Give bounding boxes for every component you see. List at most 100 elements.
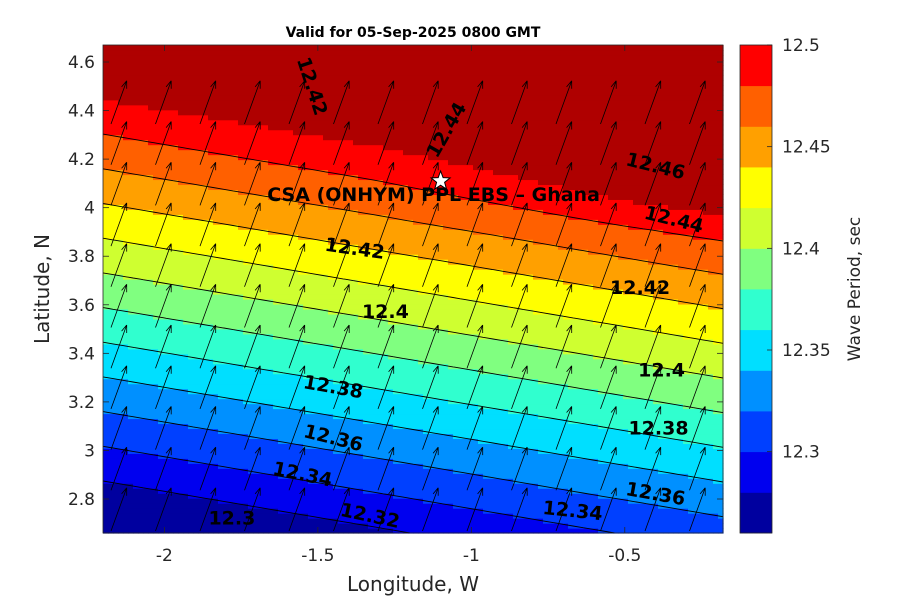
contour-cell [273, 284, 279, 290]
contour-cell [303, 59, 309, 66]
contour-cell [113, 503, 119, 509]
contour-cell [213, 428, 219, 435]
contour-cell [238, 139, 244, 146]
contour-cell [348, 408, 354, 415]
contour-cell [228, 458, 234, 464]
contour-cell [138, 403, 144, 410]
contour-cell [163, 453, 169, 459]
contour-cell [353, 498, 359, 504]
contour-cell [293, 174, 299, 181]
contour-cell [283, 473, 289, 479]
contour-cell [193, 104, 199, 111]
contour-cell [118, 463, 124, 469]
contour-cell [263, 523, 269, 529]
contour-cell [278, 279, 284, 285]
contour-cell [228, 518, 234, 524]
contour-cell [123, 453, 129, 459]
contour-cell [333, 323, 339, 330]
contour-cell [178, 59, 184, 66]
contour-cell [178, 398, 184, 405]
contour-cell [228, 284, 234, 290]
contour-cell [103, 358, 109, 365]
contour-cell [333, 353, 339, 360]
contour-cell [208, 209, 214, 215]
contour-cell [328, 443, 334, 449]
contour-cell [308, 94, 314, 101]
contour-cell [178, 154, 184, 161]
contour-cell [188, 189, 194, 195]
contour-cell [303, 224, 309, 230]
contour-cell [128, 209, 134, 215]
contour-cell [128, 284, 134, 290]
contour-cell [248, 164, 254, 171]
contour-cell [228, 403, 234, 410]
contour-cell [223, 289, 229, 295]
contour-cell [298, 174, 304, 181]
contour-cell [208, 94, 214, 101]
contour-cell [203, 284, 209, 290]
contour-cell [333, 274, 339, 280]
contour-cell [273, 378, 279, 385]
contour-cell [203, 74, 209, 81]
contour-cell [353, 164, 359, 171]
contour-cell [183, 523, 189, 529]
contour-cell [208, 383, 214, 390]
contour-cell [348, 94, 354, 101]
contour-cell [138, 483, 144, 489]
contour-cell [223, 328, 229, 335]
contour-cell [128, 214, 134, 220]
contour-cell [158, 64, 164, 71]
contour-cell [223, 448, 229, 454]
contour-cell [293, 89, 299, 96]
contour-cell [208, 468, 214, 474]
contour-cell [153, 224, 159, 230]
contour-cell [213, 189, 219, 195]
contour-cell [113, 134, 119, 141]
contour-cell [223, 89, 229, 96]
contour-cell [178, 114, 184, 121]
contour-cell [193, 69, 199, 76]
contour-cell [308, 164, 314, 171]
contour-cell [253, 79, 259, 86]
contour-cell [118, 249, 124, 255]
contour-cell [128, 423, 134, 430]
contour-cell [273, 503, 279, 509]
contour-cell [153, 84, 159, 91]
contour-cell [303, 124, 309, 131]
contour-cell [318, 388, 324, 395]
contour-cell [128, 94, 134, 101]
contour-cell [223, 284, 229, 290]
contour-cell [303, 74, 309, 81]
contour-cell [178, 303, 184, 310]
contour-cell [123, 214, 129, 220]
contour-cell [233, 69, 239, 76]
contour-cell [353, 84, 359, 91]
contour-cell [283, 418, 289, 425]
contour-cell [178, 224, 184, 230]
contour-cell [118, 318, 124, 325]
contour-cell [158, 69, 164, 76]
contour-cell [128, 323, 134, 330]
contour-cell [158, 279, 164, 285]
contour-cell [193, 388, 199, 395]
contour-cell [173, 513, 179, 519]
contour-cell [288, 403, 294, 410]
contour-cell [338, 74, 344, 81]
contour-cell [173, 363, 179, 370]
contour-cell [343, 174, 349, 181]
contour-cell [323, 373, 329, 380]
contour-cell [198, 174, 204, 181]
contour-cell [103, 518, 109, 524]
contour-cell [348, 428, 354, 435]
contour-cell [213, 89, 219, 96]
contour-cell [238, 418, 244, 425]
contour-cell [153, 483, 159, 489]
contour-cell [323, 473, 329, 479]
contour-cell [108, 99, 114, 106]
contour-cell [113, 413, 119, 420]
contour-cell [133, 64, 139, 71]
contour-cell [123, 259, 129, 265]
contour-cell [188, 234, 194, 240]
contour-cell [313, 423, 319, 430]
